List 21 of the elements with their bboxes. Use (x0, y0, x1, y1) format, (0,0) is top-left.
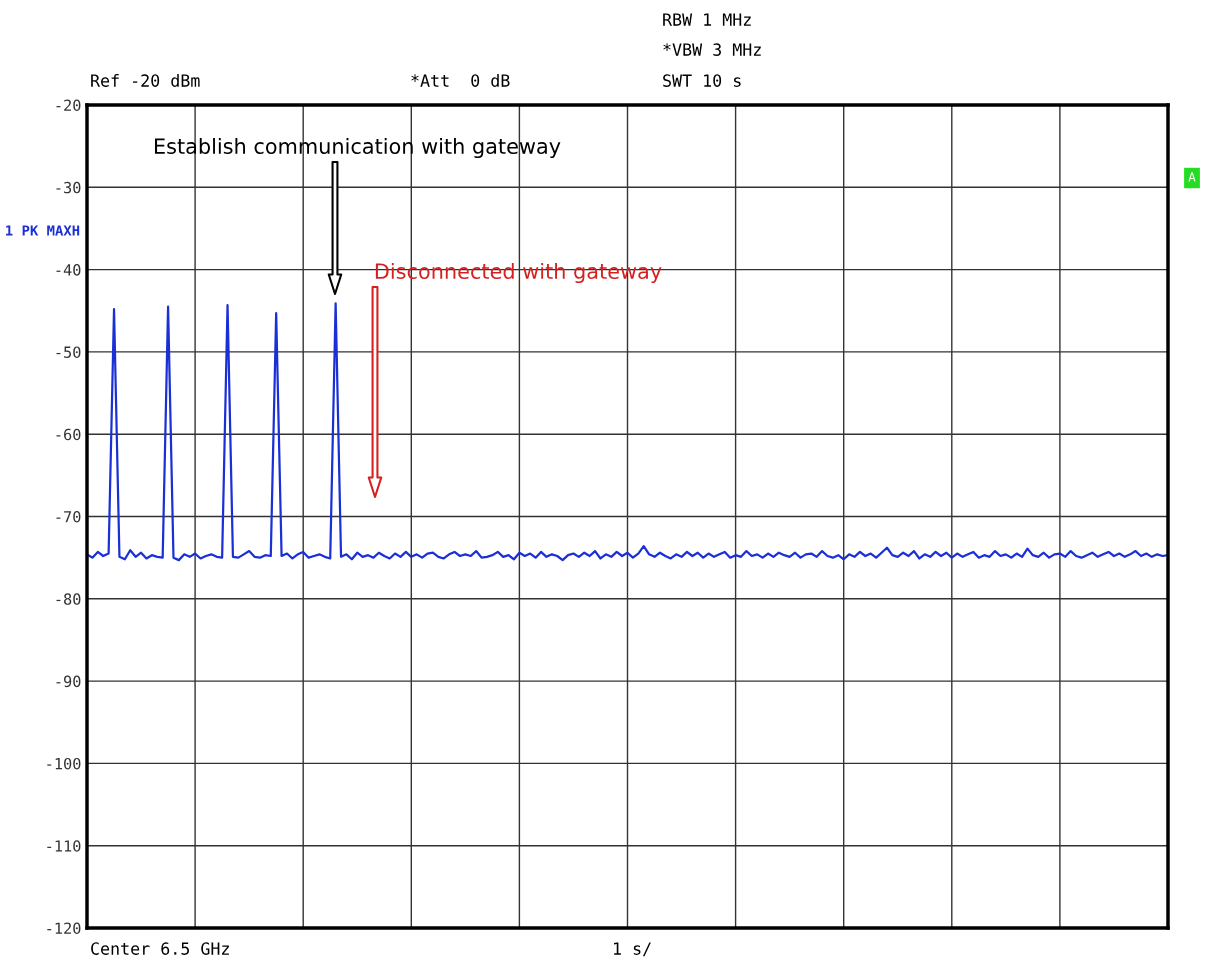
y-tick-label: -80 (56, 593, 81, 605)
y-tick-label: -120 (47, 922, 81, 935)
y-tick-label: -40 (56, 264, 81, 276)
y-tick-label: -30 (56, 181, 81, 194)
text: Ref -20 dBm (91, 73, 200, 87)
text: A (1188, 172, 1196, 182)
text: 1 PK MAXH (6, 225, 80, 236)
y-tick-label: -100 (47, 757, 81, 770)
text: RBW 1 MHz (663, 13, 751, 26)
y-tick-label: -90 (56, 675, 81, 688)
y-tick-label: -20 (56, 99, 81, 112)
text: *VBW 3 MHz (663, 43, 761, 56)
text: *Att 0 dB (411, 73, 510, 87)
y-tick-label: -50 (56, 346, 81, 358)
text: Center 6.5 GHz (91, 942, 229, 955)
y-tick-label: -110 (47, 840, 81, 852)
y-tick-label: -70 (56, 511, 81, 523)
text: SWT 10 s (663, 74, 741, 87)
line-series (87, 302, 1168, 562)
y-tick-label: -60 (56, 428, 81, 441)
text: 1 s/ (614, 942, 651, 957)
